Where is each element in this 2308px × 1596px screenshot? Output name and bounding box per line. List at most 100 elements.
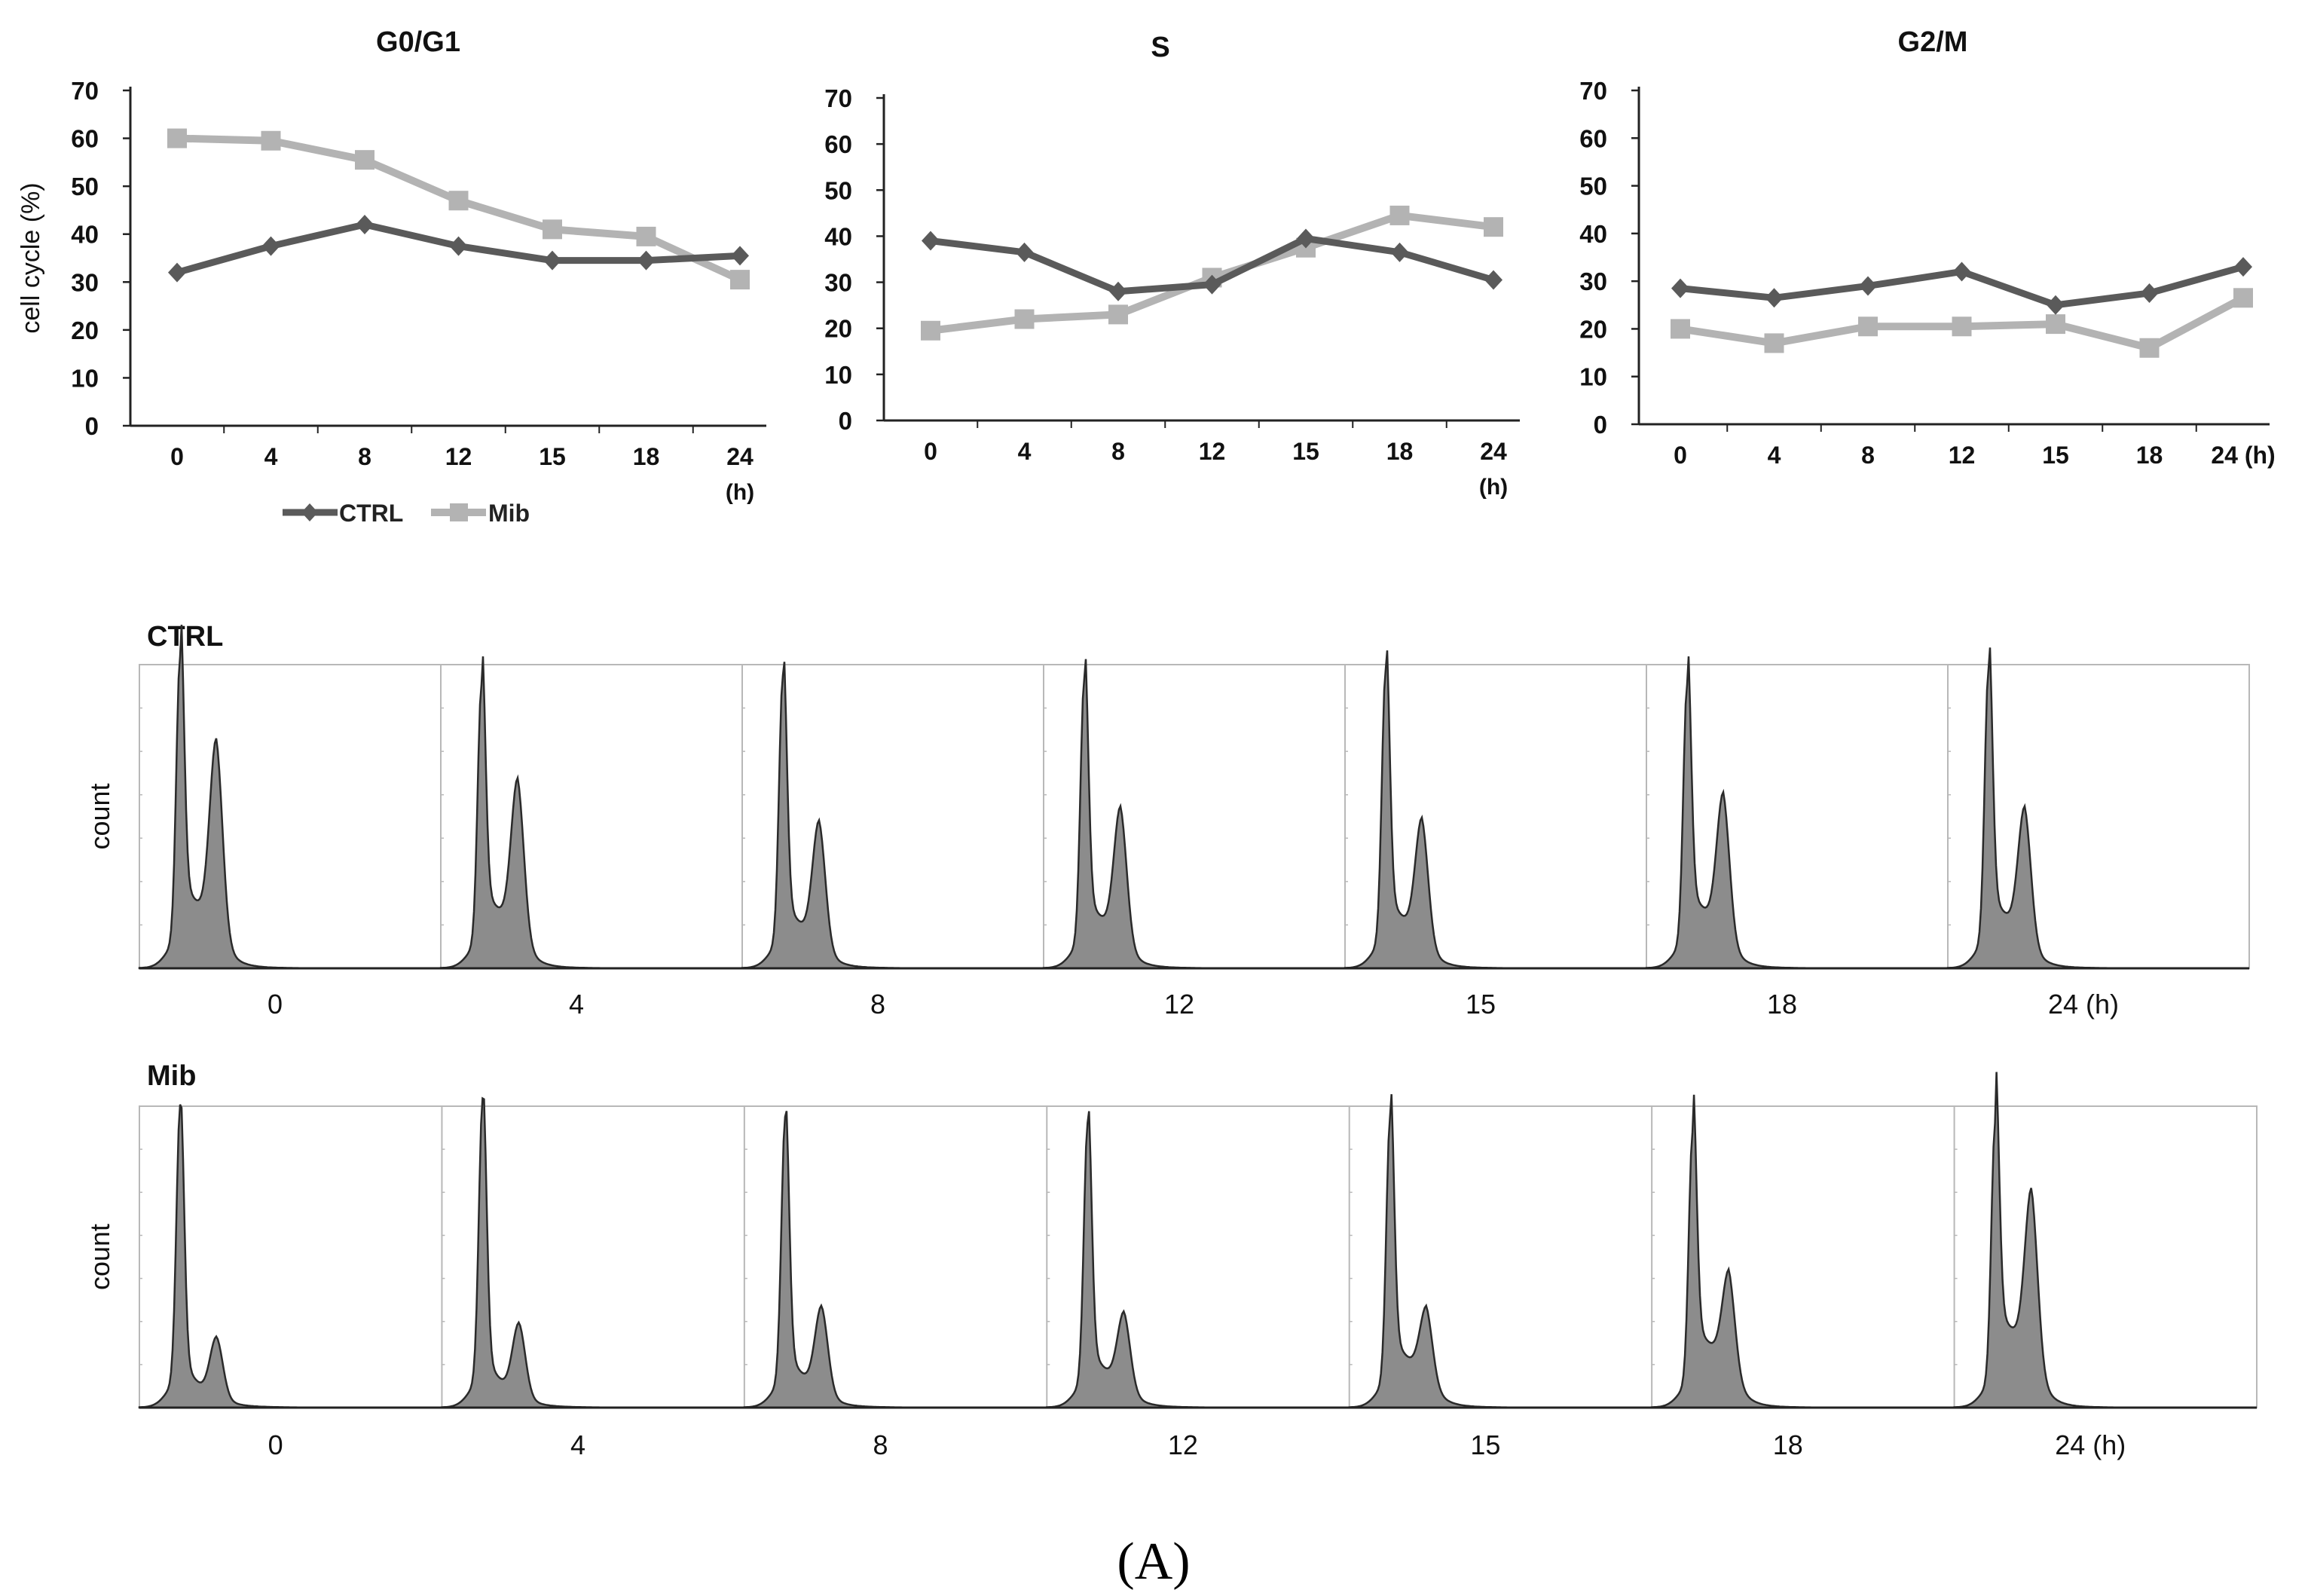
- data-point-mib: [261, 130, 281, 151]
- data-point-ctrl: [637, 250, 656, 271]
- y-tick-label: 10: [824, 361, 852, 389]
- y-tick-label: 60: [71, 125, 99, 153]
- data-point-ctrl: [1671, 278, 1689, 298]
- histogram-panel: 24 (h): [1953, 1072, 2257, 1460]
- flow-cytometry-histograms: CTRL count 0 4 8 12 15 18 24 (h) Mib count 0 4 8 12 15 1…: [84, 621, 2258, 1460]
- histogram-curve: [1348, 1094, 1652, 1409]
- data-point-mib: [2139, 338, 2160, 358]
- histogram-panel: 4: [439, 656, 742, 1020]
- histogram-time-label: 8: [870, 989, 885, 1020]
- y-tick-label: 0: [839, 407, 852, 435]
- histogram-curve: [1645, 656, 1948, 970]
- y-tick-label: 30: [824, 269, 852, 297]
- y-tick-label: 70: [71, 77, 99, 105]
- data-point-ctrl: [1765, 288, 1784, 308]
- histogram-frame: [139, 664, 2250, 969]
- x-tick-label: 4: [264, 443, 278, 470]
- y-tick-label: 40: [1579, 220, 1607, 248]
- histogram-time-label: 24 (h): [2048, 989, 2119, 1020]
- y-tick-label: 40: [824, 222, 852, 250]
- data-point-ctrl: [1859, 276, 1877, 296]
- histogram-time-label: 4: [570, 1429, 585, 1460]
- histogram-panel: 12: [1042, 659, 1345, 1020]
- histogram-curve: [1953, 1072, 2257, 1409]
- series-ctrl: [922, 228, 1502, 301]
- x-tick-label: 18: [2136, 442, 2163, 469]
- data-point-mib: [636, 226, 656, 246]
- y-tick-label: 40: [71, 221, 99, 249]
- data-point-mib: [2046, 314, 2065, 335]
- data-point-ctrl: [922, 231, 940, 251]
- data-point-ctrl: [1015, 242, 1034, 262]
- x-tick-label: 12: [1199, 438, 1226, 465]
- panel-label: (A): [1117, 1533, 1190, 1591]
- chart-title: G0/G1: [376, 26, 460, 58]
- data-point-mib: [448, 191, 469, 211]
- data-point-ctrl: [168, 262, 186, 283]
- y-tick-label: 0: [85, 412, 99, 440]
- legend-marker-ctrl: [301, 503, 318, 521]
- histogram-curve: [741, 662, 1044, 970]
- data-point-ctrl: [1952, 261, 1971, 282]
- x-axis-unit: (h): [726, 480, 754, 505]
- histogram-time-label: 0: [268, 1429, 283, 1460]
- data-point-ctrl: [2234, 257, 2252, 277]
- line-chart-2: S 0 10 20 30 40 50 60 70 0 4 8 12 15 18 24 (h): [824, 32, 1520, 500]
- x-tick-label: 4: [1018, 438, 1032, 465]
- y-tick-label: 20: [824, 315, 852, 343]
- y-tick-label: 70: [824, 84, 852, 112]
- chart-title: G2/M: [1898, 26, 1968, 58]
- data-point-ctrl: [1203, 274, 1221, 295]
- data-point-ctrl: [356, 215, 374, 234]
- data-point-mib: [543, 219, 562, 240]
- histogram-panel: 24 (h): [1946, 647, 2249, 1020]
- data-point-mib: [730, 270, 750, 290]
- histogram-curve: [1046, 1111, 1350, 1409]
- y-tick-label: 50: [824, 176, 852, 204]
- histogram-panel: 8: [741, 662, 1044, 1020]
- x-tick-label: 24: [1480, 438, 1507, 465]
- x-tick-label: 24 (h): [2211, 442, 2275, 469]
- y-tick-label: 70: [1579, 77, 1607, 105]
- data-point-ctrl: [543, 250, 561, 271]
- series-mib: [1671, 288, 2253, 358]
- data-point-mib: [1764, 333, 1784, 353]
- data-point-ctrl: [1109, 281, 1127, 301]
- y-tick-label: 20: [71, 316, 99, 344]
- y-tick-label: 60: [1579, 124, 1607, 152]
- x-tick-label: 12: [445, 443, 472, 470]
- series-ctrl: [1671, 257, 2252, 315]
- y-tick-label: 50: [1579, 173, 1607, 200]
- x-tick-label: 8: [1861, 442, 1875, 469]
- data-point-ctrl: [731, 246, 749, 266]
- y-tick-label: 60: [824, 130, 852, 158]
- histogram-panel: 15: [1344, 650, 1646, 1020]
- histogram-panel: 4: [441, 1096, 744, 1460]
- histogram-curve: [441, 1096, 744, 1409]
- data-point-ctrl: [1297, 228, 1315, 249]
- data-point-ctrl: [1484, 270, 1502, 290]
- histogram-curve: [1946, 647, 2249, 970]
- x-tick-label: 0: [1674, 442, 1687, 469]
- x-tick-label: 12: [1949, 442, 1976, 469]
- series-mib: [921, 205, 1503, 341]
- x-tick-label: 4: [1768, 442, 1781, 469]
- data-point-mib: [1108, 304, 1128, 325]
- histogram-time-label: 24 (h): [2055, 1429, 2126, 1460]
- y-tick-label: 20: [1579, 315, 1607, 343]
- legend-label-mib: Mib: [488, 500, 530, 527]
- legend-marker-mib: [450, 503, 468, 521]
- histogram-row-title: Mib: [147, 1060, 196, 1092]
- histogram-time-label: 18: [1767, 989, 1797, 1020]
- histogram-time-label: 15: [1470, 1429, 1500, 1460]
- x-tick-label: 18: [1386, 438, 1414, 465]
- histogram-time-label: 12: [1168, 1429, 1198, 1460]
- histogram-curve: [1650, 1094, 1955, 1409]
- data-point-mib: [2233, 288, 2253, 308]
- y-tick-label: 30: [1579, 268, 1607, 295]
- y-axis-title: count: [84, 783, 115, 849]
- x-tick-label: 24: [726, 443, 754, 470]
- histogram-curve: [439, 656, 742, 970]
- histogram-curve: [1042, 659, 1345, 970]
